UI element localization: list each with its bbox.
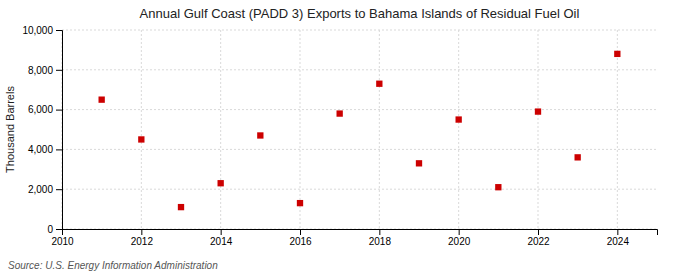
tick: 8,000 [28,65,62,76]
grid-line-x [617,30,618,229]
plot: 2010 2012 2014 2016 2018 2020 2022 2024 0 2,000 4,… [22,25,657,247]
tick-label: 2024 [607,236,630,247]
tick-mark [300,229,301,235]
grid-line-x [538,30,539,229]
tick: 2014 [210,229,233,247]
point [257,132,263,138]
y-axis-title: Thousand Barrels [4,86,16,173]
tick-mark [538,229,539,235]
chart: 2010 2012 2014 2016 2018 2020 2022 2024 0 2,000 4,… [0,0,675,275]
tick: 2,000 [28,184,62,195]
tick-mark [56,30,62,31]
point [376,81,382,87]
grid [62,30,657,229]
tick-mark [459,229,460,235]
grid-line-x [141,30,142,229]
tick-label: 8,000 [28,65,53,76]
tick-mark [56,229,62,230]
tick-label: 6,000 [28,104,53,115]
tick-mark [56,189,62,190]
grid-line-x [458,30,459,229]
tick-mark [56,149,62,150]
point [495,184,501,190]
tick-mark [141,229,142,235]
point [178,204,184,210]
x-axis: 2010 2012 2014 2016 2018 2020 2022 2024 [51,229,657,247]
point [138,136,144,142]
grid-line-y [62,189,657,190]
grid-line-y [62,30,657,31]
tick-label: 4,000 [28,144,53,155]
tick-label: 10,000 [22,25,53,36]
title: Annual Gulf Coast (PADD 3) Exports to Ba… [140,6,580,21]
point [575,154,581,160]
points [99,51,621,211]
grid-line-y [62,109,657,110]
source: Source: U.S. Energy Information Administ… [8,260,218,271]
tick: 2020 [448,229,471,247]
point [218,180,224,186]
y-axis: 0 2,000 4,000 6,000 8,000 10,000 [22,25,62,235]
tick: 6,000 [28,104,62,115]
tick-label: 2018 [369,236,392,247]
tick-label: 2020 [448,236,471,247]
tick: 2010 [51,229,74,247]
point [99,96,105,102]
tick-mark [56,110,62,111]
tick: 0 [47,224,62,235]
grid-line-x [220,30,221,229]
tick: 4,000 [28,144,62,155]
tick: 10,000 [22,25,62,36]
tick-mark [56,70,62,71]
point [535,108,541,114]
axis-line [56,31,63,230]
tick-label: 2022 [527,236,550,247]
grid-line-y [62,69,657,70]
tick-mark [379,229,380,235]
tick-label: 2014 [210,236,233,247]
tick-label: 2,000 [28,184,53,195]
grid-line-x [300,30,301,229]
point [297,200,303,206]
grid-line-x [379,30,380,229]
tick-mark [221,229,222,235]
point [337,110,343,116]
tick: 2016 [289,229,312,247]
point [416,160,422,166]
tick: 2018 [369,229,392,247]
tick-mark [617,229,618,235]
point [614,51,620,57]
tick-label: 2012 [131,236,154,247]
tick: 2012 [131,229,154,247]
axis-line [63,230,658,236]
grid-line-y [62,149,657,150]
point [456,116,462,122]
tick: 2024 [607,229,630,247]
tick-label: 2010 [51,236,74,247]
tick: 2022 [527,229,550,247]
tick-label: 0 [47,224,53,235]
tick-label: 2016 [289,236,312,247]
